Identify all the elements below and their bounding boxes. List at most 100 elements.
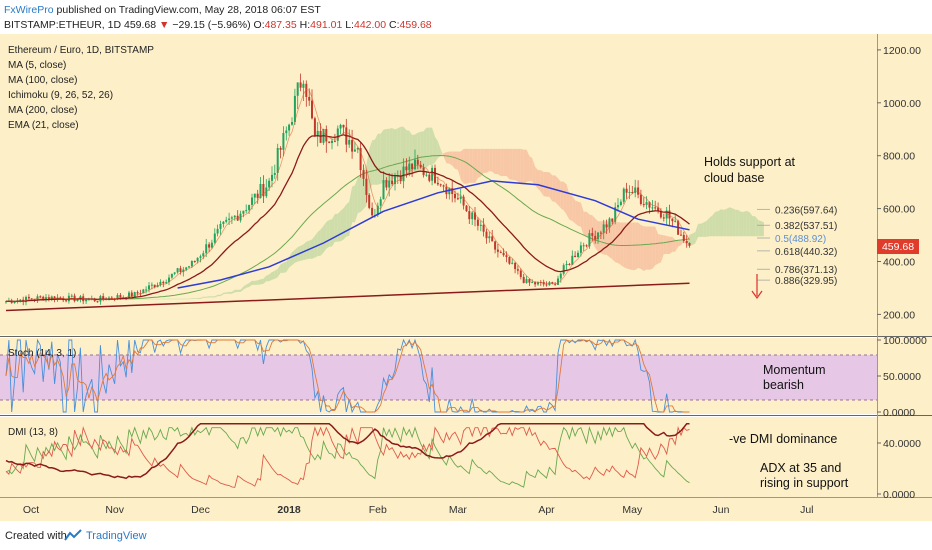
candle-body	[170, 273, 173, 278]
candle-body	[133, 292, 136, 297]
x-tick-label: Mar	[449, 504, 468, 516]
candle-body	[70, 295, 73, 297]
candle-body	[408, 163, 411, 171]
cloud-segment	[529, 156, 533, 182]
candle-body	[631, 192, 634, 193]
cloud-segment	[681, 240, 684, 246]
cloud-segment	[354, 177, 358, 223]
cloud-segment	[572, 195, 576, 224]
cloud-segment	[392, 128, 395, 180]
x-tick-label: Nov	[105, 504, 124, 516]
cloud-segment	[357, 175, 361, 214]
legend-ma200: MA (200, close)	[8, 105, 77, 116]
y-tick-label: 1200.00	[883, 45, 921, 57]
candle-body	[545, 284, 548, 286]
candle-body	[285, 130, 288, 134]
candle-body	[459, 196, 462, 199]
candle-body	[402, 166, 405, 182]
stoch-tick-label: 50.0000	[883, 371, 921, 383]
cloud-segment	[706, 217, 710, 237]
cloud-segment	[249, 280, 252, 287]
cloud-segment	[526, 149, 530, 182]
candle-body	[153, 284, 156, 288]
candle-body	[599, 232, 602, 234]
dmi-tick-label: 0.0000	[883, 489, 915, 501]
candle-body	[230, 217, 233, 219]
candle-body	[65, 300, 68, 302]
candle-body	[448, 188, 451, 195]
cloud-segment	[560, 181, 564, 211]
candle-body	[496, 249, 499, 252]
candle-body	[299, 82, 302, 88]
dmi-minus-line	[5, 425, 690, 488]
x-tick-label: Apr	[538, 504, 555, 516]
cloud-segment	[692, 232, 696, 246]
candle-body	[682, 234, 685, 241]
cloud-segment	[721, 209, 724, 237]
candle-body	[293, 95, 296, 122]
cloud-segment	[163, 298, 167, 300]
candle-body	[382, 180, 385, 200]
cloud-segment	[317, 229, 321, 257]
candle-body	[256, 193, 259, 198]
dmi-plus-line	[5, 426, 690, 488]
candle-body	[379, 199, 382, 206]
cloud-segment	[649, 226, 653, 270]
cloud-segment	[263, 275, 267, 284]
low-label: L:	[345, 19, 354, 31]
candle-body	[288, 124, 291, 131]
down-arrow-icon: ▼	[159, 19, 170, 31]
cloud-segment	[683, 240, 687, 246]
footer-tradingview[interactable]: TradingView	[86, 530, 147, 542]
cloud-segment	[486, 148, 490, 173]
candle-body	[548, 282, 551, 286]
cloud-segment	[741, 211, 744, 237]
cloud-segment	[429, 127, 433, 165]
dmi-pane-bg	[0, 417, 877, 497]
candle-body	[190, 261, 193, 267]
price-axis-bg	[877, 34, 932, 521]
annotation-adx-2: rising in support	[760, 476, 849, 490]
cloud-segment	[483, 148, 487, 173]
candle-body	[514, 262, 517, 270]
candle-body	[642, 204, 645, 206]
cloud-segment	[632, 222, 636, 271]
cloud-segment	[549, 172, 553, 202]
candle-body	[348, 140, 351, 145]
candle-body	[651, 207, 654, 209]
fib-label: 0.382(537.51)	[775, 221, 837, 232]
candle-body	[342, 124, 345, 128]
candle-body	[434, 167, 436, 183]
cloud-segment	[206, 296, 210, 298]
tradingview-logo-icon	[64, 529, 82, 541]
cloud-segment	[569, 194, 573, 221]
candle-body	[491, 236, 494, 242]
candle-body	[454, 194, 456, 199]
arrow-head-icon	[751, 290, 763, 300]
candle-body	[474, 212, 476, 220]
candle-body	[522, 277, 525, 283]
cloud-segment	[269, 272, 272, 282]
cloud-segment	[211, 296, 215, 298]
cloud-segment	[332, 214, 335, 247]
close-value: 459.68	[399, 19, 432, 31]
cloud-segment	[383, 129, 387, 183]
candle-body	[273, 173, 276, 175]
candle-body	[505, 255, 508, 258]
cloud-segment	[520, 148, 524, 185]
candle-body	[45, 297, 47, 301]
cloud-segment	[761, 221, 764, 237]
candle-body	[150, 284, 153, 286]
cloud-segment	[240, 286, 244, 292]
chart-area[interactable]: 0.236(597.64) 0.382(537.51) 0.5(488.92) 0.6…	[0, 34, 932, 521]
cloud-segment	[169, 298, 172, 300]
candle-body	[262, 184, 265, 197]
brand-name[interactable]: FxWirePro	[4, 4, 54, 16]
candle-body	[485, 231, 488, 239]
candle-body	[479, 224, 482, 226]
candle-body	[605, 224, 608, 228]
candle-body	[316, 130, 319, 137]
legend-ma5: MA (5, close)	[8, 60, 66, 71]
candle-body	[253, 193, 256, 198]
candle-body	[462, 196, 465, 206]
